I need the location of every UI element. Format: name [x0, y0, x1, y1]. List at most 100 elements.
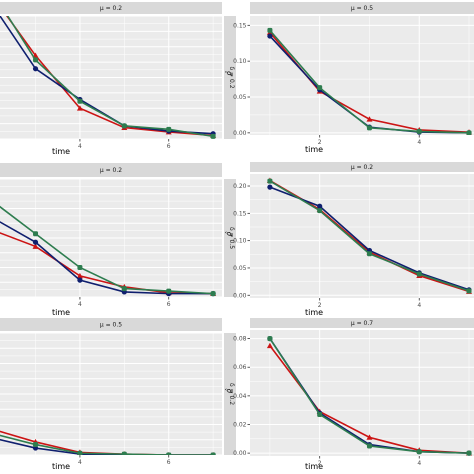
series-line-green [0, 434, 214, 455]
series-group [0, 16, 217, 139]
data-point-green [267, 336, 273, 342]
x-tick-label: 2 [318, 302, 322, 309]
series-group [0, 205, 217, 297]
facet-strip-top [0, 318, 222, 331]
y-tick-label: 0.10 [233, 58, 247, 65]
data-point-green [33, 57, 39, 63]
data-point-green [210, 452, 216, 455]
data-point-blue [267, 184, 273, 190]
facet-strip-label: μ = 0.5 [351, 5, 373, 12]
y-tick-label: 0.00 [233, 450, 247, 457]
x-tick-label: 4 [417, 139, 421, 146]
facet-panel-2: μ = 0.5 2 4 time 0.00 0.05 0.10 0.15 ρ̂ [225, 2, 474, 154]
facet-strip-right-label: δ = 0.2 [228, 383, 235, 405]
data-point-green [210, 291, 216, 297]
data-point-red [76, 272, 83, 279]
series-line-blue [0, 221, 214, 295]
x-tick-label: 4 [417, 460, 421, 467]
series-group [266, 335, 473, 456]
data-point-green [317, 208, 323, 214]
data-point-green [416, 128, 422, 134]
y-axis-title: ρ̂ [225, 388, 233, 393]
data-point-green [267, 27, 273, 33]
y-tick-label: 0.00 [233, 292, 247, 299]
data-point-green [121, 123, 127, 129]
y-tick-label: 0.02 [233, 422, 247, 429]
y-tick-label: 0.20 [233, 183, 247, 190]
gridlines [0, 179, 222, 297]
facet-panel-4: μ = 0.2 2 4 time 0.00 0.05 0.10 0.15 0.20 ρ̂ [225, 162, 474, 317]
data-point-green [210, 133, 216, 139]
data-point-blue [32, 66, 39, 72]
data-point-green [77, 265, 83, 270]
panel-background [250, 174, 474, 298]
data-point-green [366, 251, 372, 257]
data-point-red [366, 116, 373, 122]
y-tick-label: 0.05 [233, 265, 247, 272]
data-point-green [121, 286, 127, 292]
data-point-blue [77, 277, 83, 283]
facet-strip-label: μ = 0.2 [100, 5, 122, 12]
gridlines [250, 330, 474, 456]
data-point-red [32, 243, 39, 249]
facet-panel-6: μ = 0.7 2 4 time 0.00 0.02 0.04 0.06 0.08 ρ̂ [225, 318, 474, 471]
data-point-green [33, 231, 39, 237]
x-tick-label: 2 [318, 139, 322, 146]
y-tick-label: 0.15 [233, 22, 247, 29]
x-tick-label: 6 [167, 301, 171, 308]
data-point-blue [317, 203, 323, 209]
data-point-green [466, 130, 472, 135]
y-tick-label: 0.04 [233, 393, 247, 400]
series-group [0, 430, 216, 455]
panel-background [250, 16, 474, 135]
x-axis-title: time [52, 147, 70, 156]
x-tick-label: 4 [417, 302, 421, 309]
x-axis-title: time [305, 462, 323, 471]
gridlines [0, 333, 222, 455]
y-tick-label: 0.06 [233, 364, 247, 371]
facet-strip-top [250, 162, 474, 172]
data-point-green [317, 411, 323, 417]
x-axis-title: time [52, 308, 70, 317]
facet-panel-3: μ = 0.2 δ = 0.5 4 6 time [0, 163, 236, 317]
facet-strip-label: μ = 0.2 [100, 167, 122, 174]
gridlines [0, 16, 222, 139]
y-tick-label: 0.15 [233, 210, 247, 217]
facet-panel-5: μ = 0.5 δ = 0.2 4 6 time [0, 318, 236, 471]
facet-strip-label: μ = 0.7 [351, 320, 373, 327]
data-point-green [416, 449, 422, 455]
data-point-red [366, 434, 373, 440]
data-point-green [166, 288, 172, 294]
facet-strip-label: μ = 0.5 [100, 322, 122, 329]
data-point-green [366, 443, 372, 449]
data-point-blue [32, 239, 39, 245]
data-point-green [466, 288, 472, 294]
data-point-green [267, 178, 273, 184]
series-line-green [0, 205, 214, 295]
data-point-green [366, 125, 372, 131]
y-axis-title: ρ̂ [225, 231, 233, 236]
data-point-green [77, 450, 83, 455]
series-group [266, 177, 473, 294]
y-tick-label: 0.10 [233, 238, 247, 245]
data-point-green [466, 450, 472, 456]
y-tick-label: 0.08 [233, 336, 247, 343]
facet-strip-top [0, 163, 222, 177]
data-point-red [76, 105, 83, 111]
series-line-red [5, 16, 214, 137]
facet-strip-right-label: δ = 0.5 [228, 227, 235, 249]
x-tick-label: 4 [78, 143, 82, 150]
x-tick-label: 4 [78, 459, 82, 466]
facet-panel-1: μ = 0.2 δ = 0.2 4 6 time [0, 2, 236, 156]
data-point-green [416, 271, 422, 277]
x-axis-title: time [305, 145, 323, 154]
data-point-green [317, 85, 323, 91]
facet-strip-right [224, 16, 236, 139]
data-point-green [33, 442, 39, 448]
facet-strip-right [224, 179, 236, 297]
facet-strip-top [250, 2, 474, 14]
series-line-blue [0, 438, 214, 455]
x-tick-label: 6 [167, 143, 171, 150]
series-group [266, 27, 473, 135]
